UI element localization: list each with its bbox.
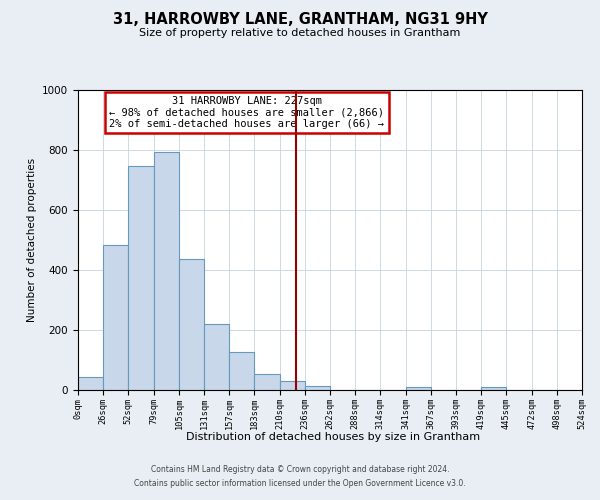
Bar [179, 259, 204, 390]
Bar [78, 376, 103, 390]
Bar [254, 374, 280, 390]
Bar [103, 244, 128, 390]
Bar [280, 381, 305, 390]
Text: Contains HM Land Registry data © Crown copyright and database right 2024.
Contai: Contains HM Land Registry data © Crown c… [134, 466, 466, 487]
Bar [305, 386, 330, 390]
Text: Distribution of detached houses by size in Grantham: Distribution of detached houses by size … [186, 432, 480, 442]
Bar [481, 387, 506, 390]
Bar [204, 324, 229, 390]
Text: Size of property relative to detached houses in Grantham: Size of property relative to detached ho… [139, 28, 461, 38]
Bar [128, 166, 154, 390]
Bar [154, 152, 179, 390]
Bar [406, 387, 431, 390]
Text: 31, HARROWBY LANE, GRANTHAM, NG31 9HY: 31, HARROWBY LANE, GRANTHAM, NG31 9HY [113, 12, 487, 28]
Y-axis label: Number of detached properties: Number of detached properties [26, 158, 37, 322]
Text: 31 HARROWBY LANE: 227sqm
← 98% of detached houses are smaller (2,866)
2% of semi: 31 HARROWBY LANE: 227sqm ← 98% of detach… [109, 96, 385, 129]
Bar [229, 352, 254, 390]
